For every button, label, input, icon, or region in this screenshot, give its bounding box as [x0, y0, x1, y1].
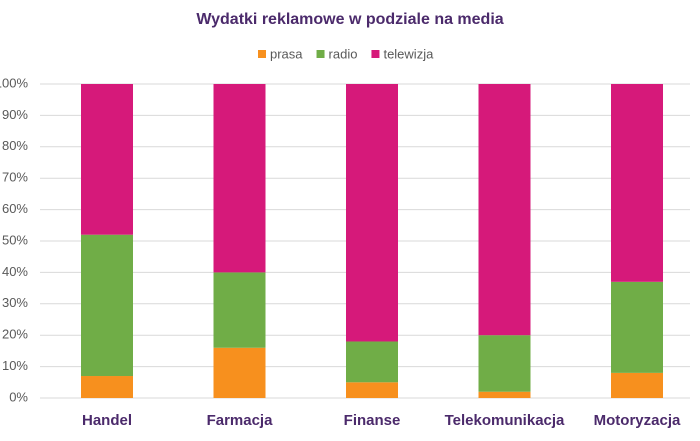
legend-swatch	[316, 50, 325, 58]
bar-segment	[478, 84, 531, 336]
bar-segment	[611, 372, 663, 398]
x-tick-label: Finanse	[344, 412, 401, 429]
bar-segment	[478, 391, 531, 398]
y-tick-label: 30%	[2, 295, 28, 310]
y-tick-label: 70%	[2, 170, 28, 185]
legend-label: radio	[329, 46, 358, 61]
legend-swatch	[371, 50, 380, 58]
bar-segment	[611, 84, 663, 282]
bar-segment	[213, 347, 266, 398]
y-tick-label: 0%	[9, 389, 28, 404]
y-tick-label: 60%	[2, 201, 28, 216]
x-tick-label: Farmacja	[207, 412, 274, 429]
y-tick-label: 10%	[2, 358, 28, 373]
legend-label: prasa	[270, 46, 303, 61]
bar-segment	[346, 341, 398, 383]
x-tick-label: Telekomunikacja	[445, 412, 565, 429]
y-tick-label: 20%	[2, 327, 28, 342]
y-tick-label: 40%	[2, 264, 28, 279]
bar-segment	[478, 335, 531, 392]
y-tick-label: 100%	[0, 75, 28, 90]
y-tick-label: 80%	[2, 138, 28, 153]
x-tick-label: Motoryzacja	[594, 412, 681, 429]
y-tick-label: 50%	[2, 232, 28, 247]
bar-segment	[81, 376, 133, 398]
bar-segment	[346, 382, 398, 398]
legend-swatch	[258, 50, 266, 58]
bar-segment	[213, 272, 266, 348]
x-tick-label: Handel	[82, 412, 132, 429]
bar-segment	[81, 234, 133, 377]
legend-label: telewizja	[383, 46, 434, 61]
y-tick-label: 90%	[2, 107, 28, 122]
bar-segment	[213, 84, 266, 273]
bar-segment	[81, 84, 133, 235]
bar-segment	[346, 84, 398, 342]
bar-segment	[611, 281, 663, 373]
chart-title: Wydatki reklamowe w podziale na media	[196, 11, 503, 28]
